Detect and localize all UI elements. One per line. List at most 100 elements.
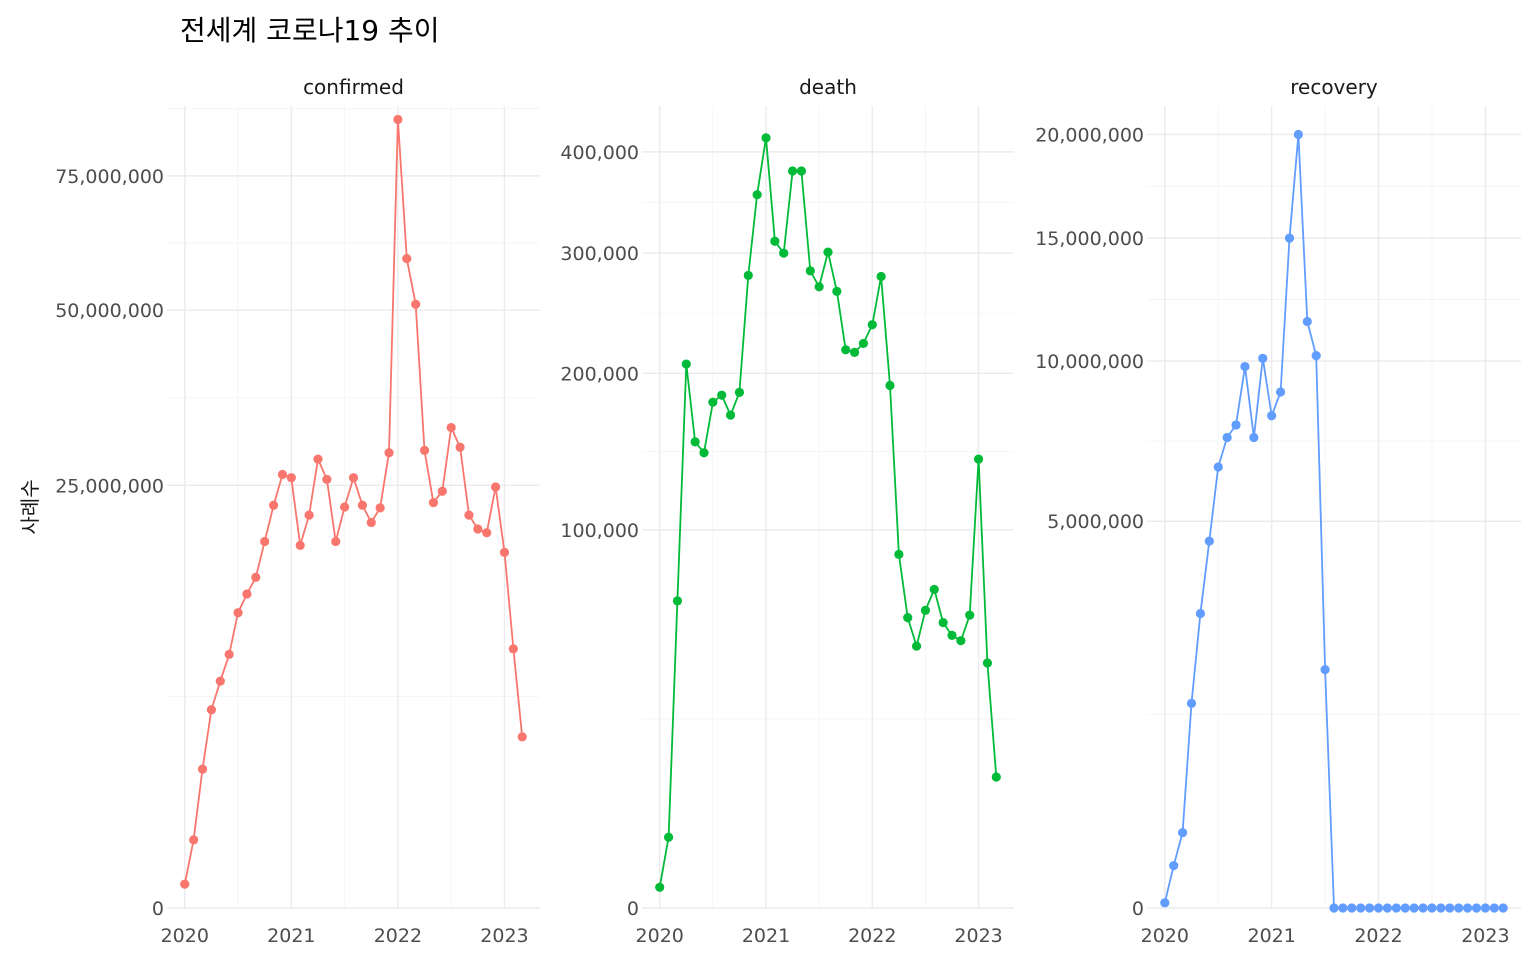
facet-strip-label: recovery xyxy=(1290,75,1378,99)
data-point xyxy=(1489,903,1499,913)
data-point xyxy=(1204,536,1214,546)
data-point xyxy=(973,454,984,464)
data-point xyxy=(1302,316,1312,327)
data-point xyxy=(402,254,412,264)
x-tick-label: 2021 xyxy=(1247,925,1295,947)
y-axis-label: 사례수 xyxy=(18,479,42,534)
x-tick-label: 2022 xyxy=(848,925,896,947)
data-point xyxy=(947,630,957,640)
data-point xyxy=(1329,903,1339,913)
x-tick-label: 2023 xyxy=(954,925,1002,947)
data-point xyxy=(260,536,270,547)
data-point xyxy=(1418,903,1428,913)
data-point xyxy=(1284,233,1295,243)
data-point xyxy=(734,387,745,397)
x-tick-label: 2020 xyxy=(1141,925,1189,947)
facet-panel-recovery: 0 5,000,000 10,000,000 15,000,000 20,000,000… xyxy=(1035,75,1521,947)
data-point xyxy=(1338,903,1348,913)
data-point xyxy=(849,347,860,357)
series-line-confirmed xyxy=(183,119,524,885)
y-tick-label: 300,000 xyxy=(560,243,639,265)
facet-panel-death: 0 100,000 200,000 300,000 400,000 2020 2021 202… xyxy=(560,75,1014,947)
data-point xyxy=(1320,664,1330,675)
data-point xyxy=(1169,861,1179,871)
data-point xyxy=(1454,903,1464,913)
data-point xyxy=(1462,903,1473,913)
data-point xyxy=(393,114,403,125)
data-point xyxy=(295,540,305,550)
data-point xyxy=(938,617,948,628)
data-point xyxy=(322,474,332,485)
y-tick-label: 50,000,000 xyxy=(55,300,164,322)
data-point xyxy=(929,584,939,595)
data-point xyxy=(1213,462,1223,472)
data-point xyxy=(1498,903,1508,913)
data-point xyxy=(357,500,367,510)
data-point xyxy=(663,832,674,842)
data-point xyxy=(180,879,190,889)
data-point xyxy=(841,345,851,355)
data-point xyxy=(1409,903,1419,913)
y-tick-label: 0 xyxy=(1132,898,1144,920)
y-tick-label: 0 xyxy=(152,898,164,920)
data-point xyxy=(251,572,261,582)
y-tick-label: 15,000,000 xyxy=(1035,228,1144,250)
data-point xyxy=(1267,411,1277,421)
data-point xyxy=(437,486,447,496)
data-point xyxy=(1471,903,1482,913)
data-point xyxy=(814,282,824,292)
data-point xyxy=(348,473,359,483)
data-point xyxy=(1293,129,1303,140)
data-point xyxy=(787,166,798,176)
x-tick-label: 2022 xyxy=(374,925,422,947)
y-tick-label: 400,000 xyxy=(560,142,639,164)
data-point xyxy=(717,390,727,400)
data-point xyxy=(331,536,341,547)
y-tick-label: 0 xyxy=(627,898,639,920)
data-point xyxy=(965,610,975,620)
data-point xyxy=(725,410,736,420)
data-point xyxy=(482,528,492,538)
data-point xyxy=(1249,432,1259,443)
data-point xyxy=(366,517,376,528)
x-tick-label: 2021 xyxy=(742,925,790,947)
x-tick-label: 2023 xyxy=(1461,925,1509,947)
data-point xyxy=(508,644,518,654)
data-point xyxy=(708,397,718,407)
data-point xyxy=(1222,432,1232,443)
data-point xyxy=(681,359,691,369)
data-point xyxy=(189,835,199,845)
data-point xyxy=(304,510,314,520)
data-point xyxy=(761,133,771,143)
data-point xyxy=(411,299,421,309)
data-point xyxy=(1275,387,1286,397)
data-point xyxy=(224,649,234,659)
data-point xyxy=(1445,903,1455,913)
data-point xyxy=(867,320,877,330)
data-point xyxy=(1186,698,1197,708)
data-point xyxy=(206,705,217,715)
data-point xyxy=(911,641,922,651)
data-point xyxy=(1400,903,1410,913)
data-point xyxy=(490,482,501,492)
data-point xyxy=(876,271,886,282)
data-point xyxy=(991,772,1001,782)
y-tick-label: 10,000,000 xyxy=(1035,351,1144,373)
y-tick-label: 100,000 xyxy=(560,520,639,542)
data-point xyxy=(1373,903,1384,913)
data-point xyxy=(197,764,208,774)
x-tick-label: 2020 xyxy=(161,925,209,947)
data-point xyxy=(1160,898,1170,908)
data-point xyxy=(1382,903,1393,913)
data-point xyxy=(277,469,288,480)
data-point xyxy=(464,510,474,520)
x-tick-label: 2021 xyxy=(267,925,315,947)
data-point xyxy=(672,596,683,606)
data-point xyxy=(499,547,510,557)
data-point xyxy=(770,236,780,246)
data-point xyxy=(313,454,323,464)
data-point xyxy=(428,497,439,508)
data-point xyxy=(1311,350,1321,361)
facet-strip-label: death xyxy=(799,75,857,99)
